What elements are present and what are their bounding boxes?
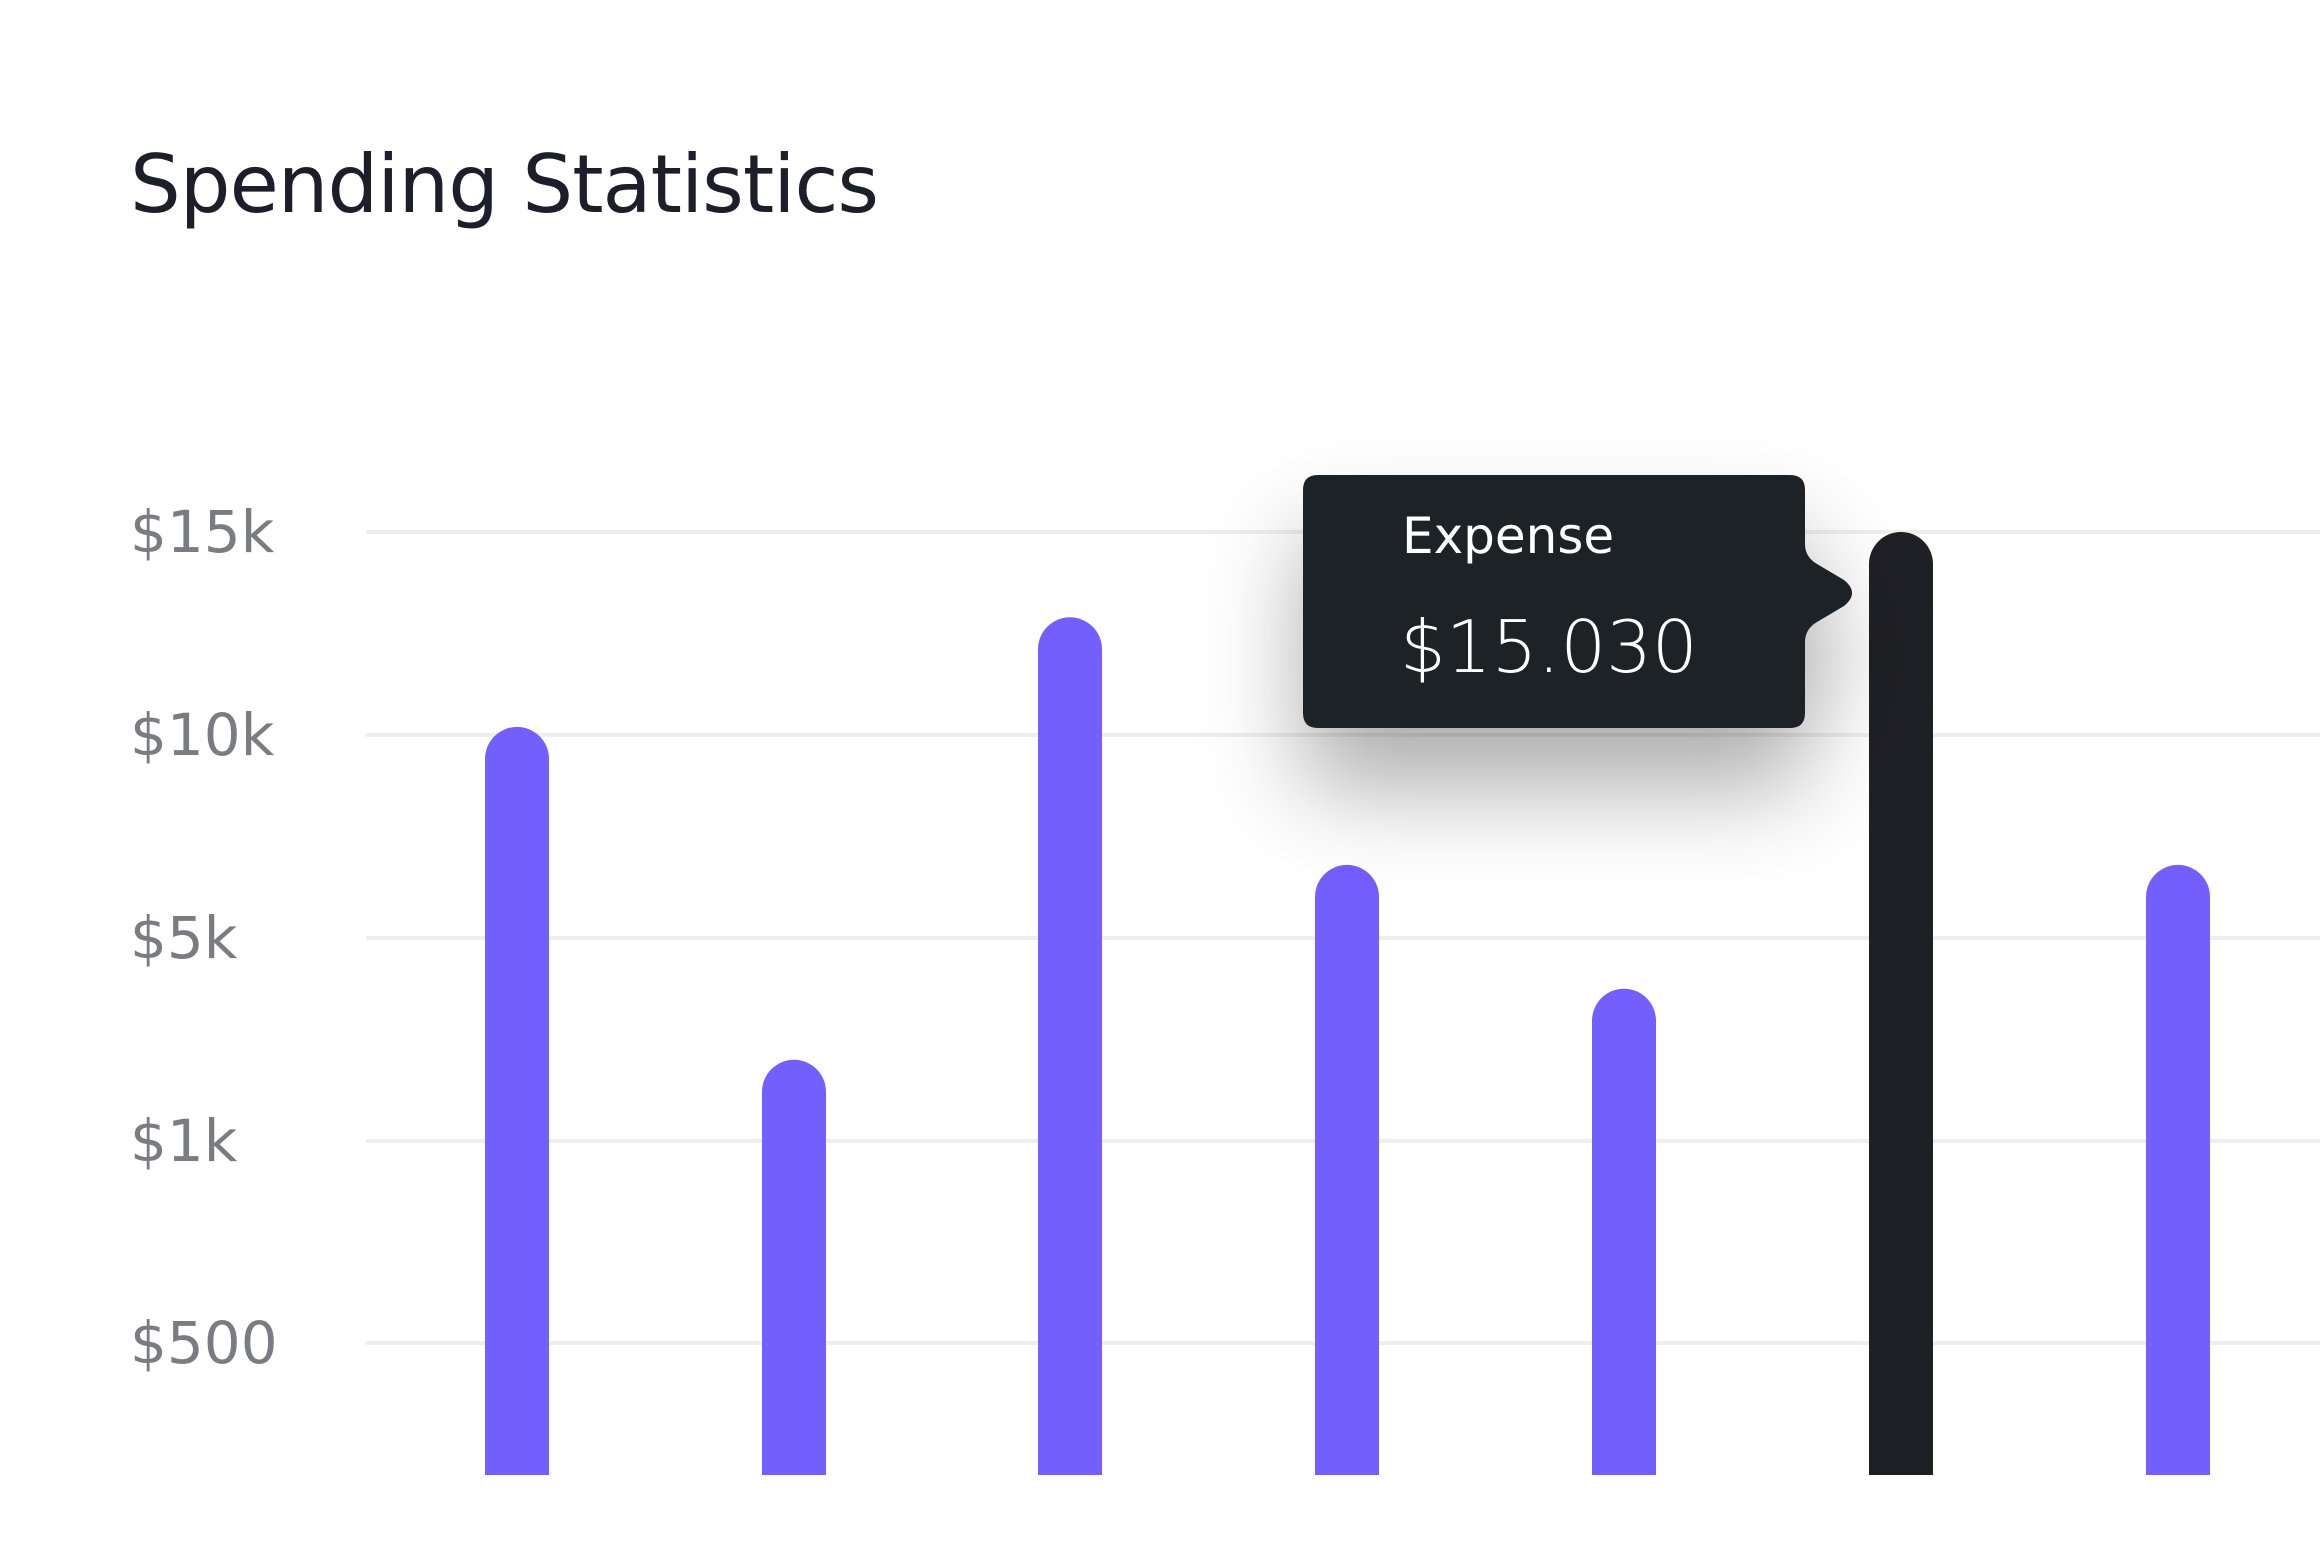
tooltip: Expense $15.030 <box>1303 475 1852 728</box>
y-axis: $500 $1k $5k $10k $15k <box>130 498 278 1377</box>
bar[interactable] <box>1038 617 1102 1475</box>
bar[interactable] <box>485 727 549 1475</box>
y-tick-label: $5k <box>130 904 238 972</box>
y-tick-label: $1k <box>130 1107 238 1175</box>
tooltip-value: $15.030 <box>1400 605 1698 689</box>
bar[interactable] <box>1592 989 1656 1475</box>
y-tick-label: $500 <box>130 1309 278 1377</box>
bar[interactable] <box>2146 865 2210 1475</box>
tooltip-title: Expense <box>1402 507 1614 565</box>
bar-highlighted[interactable] <box>1869 532 1933 1475</box>
bar[interactable] <box>762 1060 826 1475</box>
y-tick-label: $15k <box>130 498 275 566</box>
y-tick-label: $10k <box>130 701 275 769</box>
bar[interactable] <box>1315 865 1379 1475</box>
